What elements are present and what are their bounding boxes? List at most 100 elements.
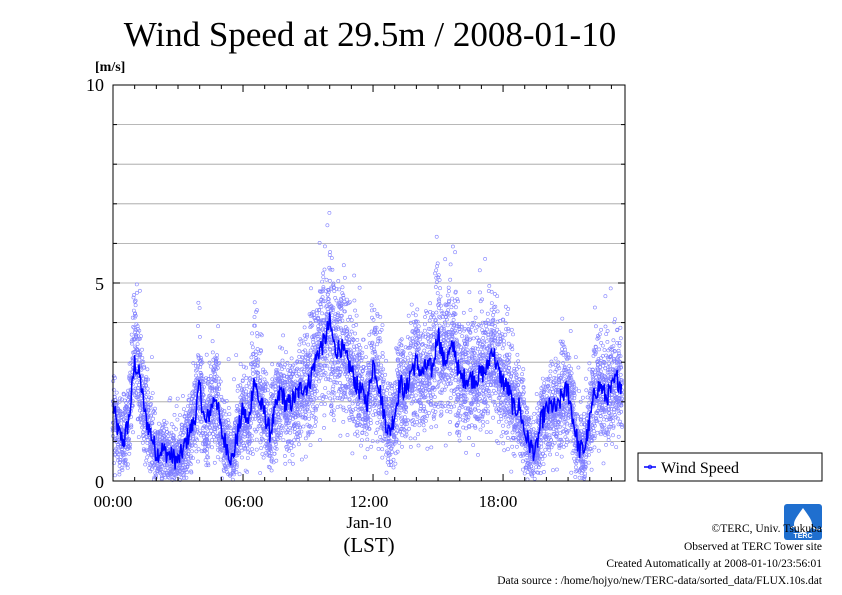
observation-point <box>213 427 217 432</box>
observation-point <box>205 444 210 449</box>
observation-point <box>124 462 128 466</box>
observation-point <box>453 305 458 310</box>
observation-point <box>140 440 145 445</box>
observation-point <box>258 379 263 384</box>
observation-point <box>255 363 260 368</box>
observation-point <box>141 432 146 437</box>
observation-point <box>349 329 354 334</box>
observation-point <box>167 431 172 436</box>
observation-point <box>172 438 176 442</box>
observation-point <box>214 374 219 379</box>
observation-point <box>115 435 120 440</box>
observation-point <box>178 413 182 418</box>
observation-point <box>136 348 141 353</box>
observation-point <box>143 462 148 467</box>
observation-point <box>328 347 333 352</box>
observation-point <box>269 468 274 473</box>
observation-point <box>118 411 123 416</box>
observation-point <box>226 406 231 410</box>
observation-point <box>291 371 296 376</box>
observation-point <box>248 376 252 380</box>
observation-point <box>250 345 255 350</box>
observation-point <box>182 476 187 481</box>
observation-point <box>144 447 149 452</box>
observation-point <box>409 302 414 307</box>
observation-point <box>136 337 141 342</box>
observation-point <box>289 356 294 361</box>
observation-point <box>133 386 138 391</box>
observation-point <box>298 425 302 430</box>
observation-point <box>152 411 157 416</box>
observation-point <box>473 315 478 320</box>
observation-point <box>297 349 302 354</box>
observation-point <box>456 299 460 304</box>
observation-point <box>133 328 138 332</box>
observation-point <box>255 308 259 313</box>
observation-point <box>324 312 329 317</box>
observation-point <box>143 448 148 453</box>
observation-point <box>240 434 245 439</box>
observation-point <box>359 443 363 448</box>
observation-point <box>322 425 326 430</box>
observation-point <box>438 294 443 299</box>
observation-point <box>307 416 312 421</box>
observation-point <box>214 358 219 363</box>
observation-point <box>203 431 208 435</box>
observation-point <box>321 299 326 303</box>
observation-point <box>353 331 358 336</box>
observation-point <box>292 438 297 443</box>
observation-point <box>368 407 372 412</box>
observation-point <box>314 376 319 381</box>
observation-point <box>317 240 322 245</box>
observation-point <box>320 318 325 323</box>
observation-point <box>324 358 329 363</box>
observation-point <box>231 430 236 435</box>
observation-point <box>437 278 442 282</box>
observation-point <box>193 363 198 368</box>
observation-point <box>169 422 174 427</box>
observation-point <box>446 285 451 290</box>
observation-point <box>330 267 335 272</box>
observation-point <box>286 368 291 373</box>
observation-point <box>326 289 331 294</box>
observation-point <box>405 355 410 360</box>
y-axis-unit: [m/s] <box>95 60 125 75</box>
observation-point <box>416 324 421 329</box>
observation-point <box>151 416 156 421</box>
observation-point <box>380 447 385 452</box>
observation-point <box>134 322 139 327</box>
observation-point <box>422 348 427 353</box>
observation-point <box>325 223 330 228</box>
observation-point <box>234 463 239 468</box>
observation-point <box>362 428 367 433</box>
observation-point <box>244 389 249 394</box>
observation-point <box>355 433 360 438</box>
observation-point <box>303 372 308 377</box>
observation-point <box>263 388 268 393</box>
observation-point <box>186 452 191 457</box>
observation-point <box>282 365 287 370</box>
observation-point <box>329 341 334 346</box>
observation-point <box>135 290 139 295</box>
observation-point <box>315 332 320 336</box>
observation-point <box>428 301 433 306</box>
observation-point <box>231 428 236 433</box>
observation-point <box>218 440 223 445</box>
observation-point <box>320 295 325 300</box>
observation-point <box>297 407 302 412</box>
observation-point <box>246 439 251 444</box>
observation-point <box>234 469 239 474</box>
observation-point <box>328 250 333 254</box>
observation-point <box>195 425 200 430</box>
observation-point <box>324 363 329 368</box>
observation-point <box>218 379 223 384</box>
observation-point <box>125 465 130 470</box>
observation-point <box>352 348 357 352</box>
observation-point <box>295 366 300 371</box>
observation-point <box>131 430 135 435</box>
observation-point <box>306 433 311 438</box>
observation-point <box>225 424 230 429</box>
observation-point <box>301 355 305 360</box>
observation-point <box>445 409 449 414</box>
observation-point <box>145 367 150 372</box>
